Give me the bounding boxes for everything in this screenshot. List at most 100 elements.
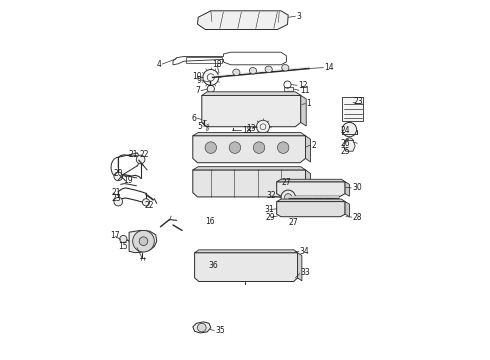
Polygon shape <box>277 182 345 196</box>
Text: 14: 14 <box>324 63 334 72</box>
Circle shape <box>114 197 122 206</box>
Text: 24: 24 <box>341 126 350 135</box>
Ellipse shape <box>250 115 258 121</box>
FancyBboxPatch shape <box>284 87 293 91</box>
Text: 19: 19 <box>123 176 133 185</box>
Polygon shape <box>195 253 297 282</box>
Ellipse shape <box>228 104 238 112</box>
Polygon shape <box>343 140 355 151</box>
Circle shape <box>196 264 201 269</box>
Text: 34: 34 <box>300 247 310 256</box>
Circle shape <box>281 190 295 204</box>
Ellipse shape <box>227 136 243 159</box>
Circle shape <box>253 142 265 153</box>
Circle shape <box>257 120 270 133</box>
Polygon shape <box>193 136 305 163</box>
Polygon shape <box>193 322 211 333</box>
Polygon shape <box>193 170 305 197</box>
Ellipse shape <box>265 66 272 73</box>
Text: 9: 9 <box>196 76 201 85</box>
Ellipse shape <box>315 198 322 205</box>
Ellipse shape <box>304 190 312 197</box>
Text: 35: 35 <box>215 326 225 335</box>
Text: 22: 22 <box>145 201 154 210</box>
Polygon shape <box>193 132 305 136</box>
Polygon shape <box>305 170 311 196</box>
Text: 3: 3 <box>296 12 301 21</box>
Polygon shape <box>277 202 345 217</box>
Ellipse shape <box>314 192 323 203</box>
Ellipse shape <box>249 67 257 74</box>
Text: 36: 36 <box>208 261 218 270</box>
Text: 30: 30 <box>352 184 362 193</box>
Ellipse shape <box>229 115 237 121</box>
Ellipse shape <box>326 192 334 203</box>
Ellipse shape <box>270 104 280 112</box>
Ellipse shape <box>207 104 217 112</box>
Text: 18: 18 <box>212 60 221 69</box>
Ellipse shape <box>304 198 312 205</box>
Text: 26: 26 <box>341 139 350 148</box>
Ellipse shape <box>315 190 322 197</box>
Circle shape <box>285 194 292 201</box>
Ellipse shape <box>282 64 289 71</box>
Polygon shape <box>301 95 306 126</box>
Text: 27: 27 <box>281 178 291 187</box>
Text: 28: 28 <box>353 212 362 222</box>
Ellipse shape <box>233 69 240 76</box>
Polygon shape <box>193 167 305 170</box>
Ellipse shape <box>248 104 259 112</box>
Polygon shape <box>277 179 345 182</box>
Text: 16: 16 <box>205 217 215 226</box>
Circle shape <box>133 230 154 252</box>
Text: 31: 31 <box>265 205 274 214</box>
Text: 5: 5 <box>197 122 202 131</box>
Polygon shape <box>345 182 349 196</box>
Text: 6: 6 <box>191 114 196 122</box>
Text: 21: 21 <box>128 150 138 159</box>
Ellipse shape <box>270 115 278 121</box>
Polygon shape <box>195 250 297 253</box>
Text: 12: 12 <box>298 81 307 90</box>
Text: 32: 32 <box>267 191 276 199</box>
Circle shape <box>114 172 122 181</box>
Text: 11: 11 <box>300 86 309 95</box>
Text: 25: 25 <box>341 147 350 156</box>
Ellipse shape <box>291 192 300 203</box>
Bar <box>342 97 363 121</box>
Circle shape <box>342 122 357 137</box>
Text: 20: 20 <box>114 169 123 178</box>
Text: 23: 23 <box>112 194 122 202</box>
Text: 18: 18 <box>242 126 252 135</box>
Text: 22: 22 <box>140 150 149 159</box>
Circle shape <box>205 142 217 153</box>
Text: 15: 15 <box>118 242 128 251</box>
Circle shape <box>345 138 354 147</box>
Circle shape <box>197 323 206 332</box>
Text: 23: 23 <box>354 98 364 107</box>
Ellipse shape <box>208 115 216 121</box>
Ellipse shape <box>326 190 333 197</box>
Ellipse shape <box>203 136 219 159</box>
Polygon shape <box>197 11 288 30</box>
Circle shape <box>229 142 241 153</box>
Ellipse shape <box>283 198 290 205</box>
Circle shape <box>207 85 215 93</box>
Ellipse shape <box>294 190 301 197</box>
Text: 10: 10 <box>192 72 202 81</box>
Text: 21: 21 <box>112 188 122 197</box>
Polygon shape <box>202 95 301 127</box>
Polygon shape <box>202 92 301 95</box>
Polygon shape <box>305 136 311 162</box>
Circle shape <box>277 142 289 153</box>
Ellipse shape <box>294 198 301 205</box>
Polygon shape <box>129 230 157 253</box>
Circle shape <box>120 235 127 243</box>
Circle shape <box>136 155 145 164</box>
Text: 13: 13 <box>246 124 256 133</box>
Ellipse shape <box>275 136 291 159</box>
Text: 4: 4 <box>157 60 162 69</box>
Ellipse shape <box>251 136 267 159</box>
Text: 17: 17 <box>110 231 120 240</box>
Ellipse shape <box>326 198 333 205</box>
